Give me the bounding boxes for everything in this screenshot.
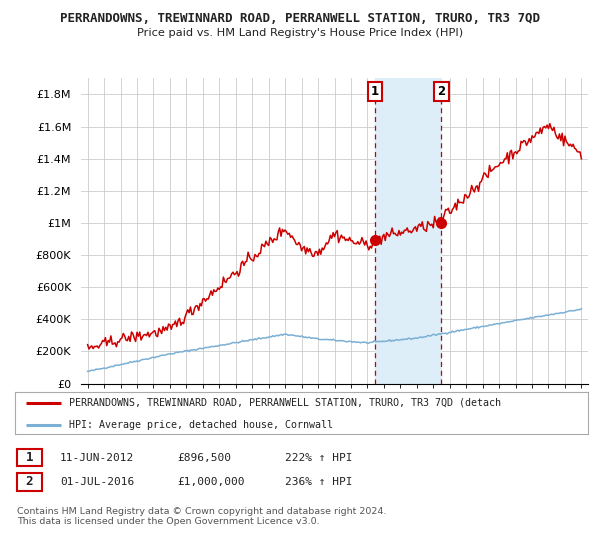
Text: PERRANDOWNS, TREWINNARD ROAD, PERRANWELL STATION, TRURO, TR3 7QD: PERRANDOWNS, TREWINNARD ROAD, PERRANWELL…	[60, 12, 540, 25]
Text: 236% ↑ HPI: 236% ↑ HPI	[285, 477, 353, 487]
Text: Contains HM Land Registry data © Crown copyright and database right 2024.
This d: Contains HM Land Registry data © Crown c…	[17, 507, 386, 526]
Text: 2: 2	[437, 85, 446, 98]
Text: 1: 1	[26, 451, 33, 464]
Text: PERRANDOWNS, TREWINNARD ROAD, PERRANWELL STATION, TRURO, TR3 7QD (detach: PERRANDOWNS, TREWINNARD ROAD, PERRANWELL…	[70, 398, 502, 408]
Text: 01-JUL-2016: 01-JUL-2016	[60, 477, 134, 487]
Text: Price paid vs. HM Land Registry's House Price Index (HPI): Price paid vs. HM Land Registry's House …	[137, 28, 463, 38]
Text: £896,500: £896,500	[177, 452, 231, 463]
Text: 11-JUN-2012: 11-JUN-2012	[60, 452, 134, 463]
Text: HPI: Average price, detached house, Cornwall: HPI: Average price, detached house, Corn…	[70, 420, 334, 430]
Bar	[374, 78, 442, 384]
Text: 1: 1	[371, 85, 379, 98]
Text: 2: 2	[26, 475, 33, 488]
Text: £1,000,000: £1,000,000	[177, 477, 245, 487]
Text: 222% ↑ HPI: 222% ↑ HPI	[285, 452, 353, 463]
